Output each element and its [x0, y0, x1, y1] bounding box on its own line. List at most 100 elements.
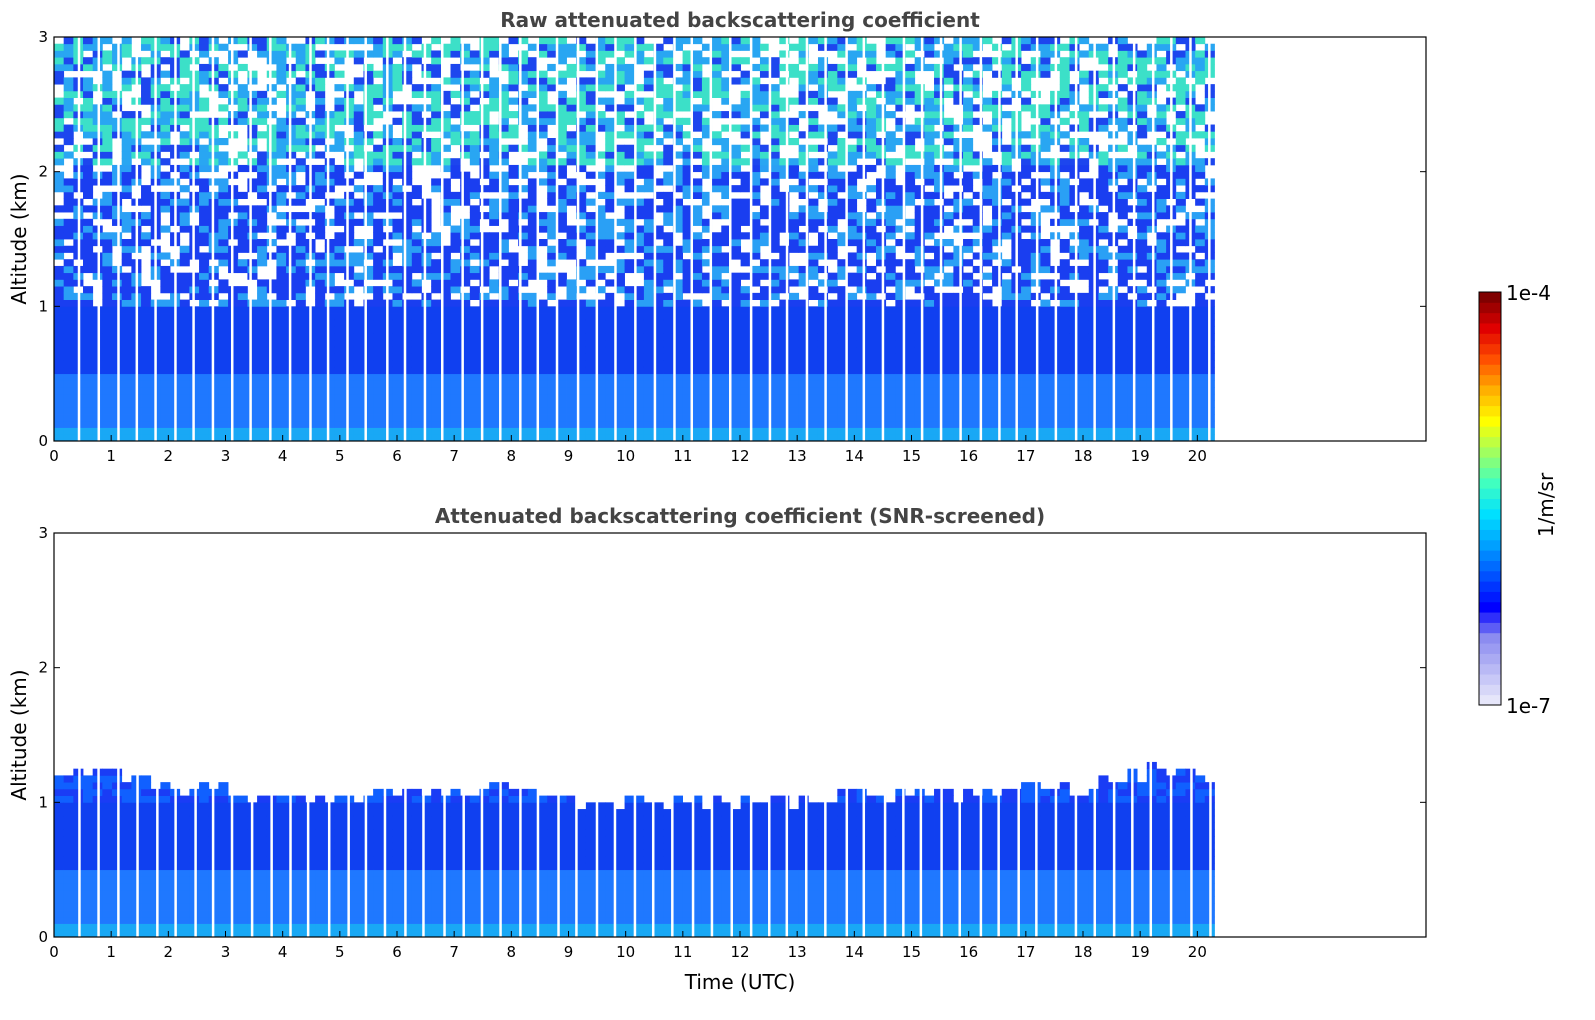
- heatmap-cell: [643, 340, 654, 348]
- heatmap-cell: [566, 279, 577, 287]
- heatmap-cell: [682, 97, 693, 105]
- heatmap-cell: [953, 373, 964, 381]
- heatmap-cell: [266, 164, 277, 173]
- heatmap-cell: [605, 373, 616, 381]
- heatmap-cell: [324, 366, 335, 375]
- heatmap-cell: [934, 185, 945, 193]
- heatmap-cell: [759, 124, 771, 132]
- heatmap-cell: [605, 43, 616, 51]
- heatmap-cell: [218, 326, 229, 334]
- heatmap-cell: [498, 265, 509, 274]
- heatmap-cell: [179, 104, 190, 112]
- heatmap-cell: [750, 144, 761, 152]
- heatmap-cell: [876, 380, 887, 388]
- heatmap-cell: [199, 225, 210, 233]
- heatmap-cell: [721, 279, 732, 287]
- heatmap-cell: [1001, 380, 1012, 388]
- heatmap-cell: [721, 414, 732, 422]
- heatmap-cell: [992, 272, 1003, 280]
- heatmap-cell: [605, 333, 616, 341]
- heatmap-cell: [788, 366, 800, 375]
- heatmap-cell: [276, 131, 287, 139]
- heatmap-cell: [701, 259, 713, 267]
- heatmap-cell: [440, 97, 451, 105]
- heatmap-cell: [576, 393, 587, 401]
- heatmap-cell: [121, 158, 132, 166]
- heatmap-cell: [421, 326, 432, 334]
- heatmap-cell: [846, 279, 858, 287]
- heatmap-cell: [63, 279, 74, 287]
- heatmap-cell: [876, 407, 887, 415]
- heatmap-cell: [963, 346, 974, 354]
- heatmap-cell: [266, 252, 277, 260]
- heatmap-cell: [924, 292, 935, 300]
- heatmap-cell: [701, 279, 713, 287]
- heatmap-cell: [431, 393, 442, 401]
- heatmap-cell: [276, 77, 287, 85]
- heatmap-cell: [682, 212, 693, 220]
- heatmap-cell: [682, 319, 693, 327]
- heatmap-cell: [402, 407, 413, 415]
- heatmap-cell: [711, 57, 722, 65]
- heatmap-cell: [295, 77, 306, 85]
- heatmap-cell: [83, 366, 94, 375]
- heatmap-cell: [460, 111, 471, 119]
- heatmap-cell: [711, 326, 722, 334]
- heatmap-cell: [489, 232, 500, 240]
- heatmap-cell: [924, 178, 935, 186]
- heatmap-cell: [469, 57, 480, 65]
- heatmap-cell: [817, 333, 829, 341]
- heatmap-cell: [701, 407, 713, 415]
- heatmap-cell: [324, 259, 335, 267]
- heatmap-cell: [160, 360, 171, 368]
- heatmap-cell: [469, 151, 480, 159]
- heatmap-cell: [663, 70, 674, 78]
- heatmap-cell: [276, 393, 287, 401]
- heatmap-cell: [257, 366, 268, 375]
- heatmap-cell: [585, 340, 596, 348]
- heatmap-cell: [508, 434, 519, 442]
- heatmap-cell: [759, 104, 771, 112]
- heatmap-cell: [905, 272, 916, 280]
- heatmap-cell: [905, 393, 916, 401]
- heatmap-cell: [141, 313, 152, 321]
- heatmap-cell: [876, 259, 887, 267]
- heatmap-cell: [876, 319, 887, 327]
- heatmap-cell: [653, 90, 664, 98]
- heatmap-cell: [953, 387, 964, 395]
- heatmap-cell: [102, 138, 113, 146]
- heatmap-cell: [179, 70, 190, 78]
- heatmap-cell: [508, 326, 519, 334]
- heatmap-cell: [614, 346, 625, 354]
- heatmap-cell: [508, 185, 519, 193]
- heatmap-cell: [63, 373, 74, 381]
- heatmap-cell: [83, 313, 94, 321]
- heatmap-cell: [363, 138, 374, 146]
- heatmap-cell: [112, 333, 123, 341]
- heatmap-cell: [421, 366, 432, 375]
- heatmap-cell: [963, 151, 974, 159]
- heatmap-cell: [769, 225, 780, 233]
- heatmap-cell: [924, 319, 935, 327]
- heatmap-cell: [895, 319, 906, 327]
- heatmap-cell: [141, 37, 152, 45]
- heatmap-cell: [585, 319, 596, 327]
- heatmap-cell: [402, 380, 413, 388]
- heatmap-cell: [556, 326, 567, 334]
- heatmap-cell: [614, 373, 625, 381]
- heatmap-cell: [924, 218, 935, 226]
- heatmap-cell: [992, 279, 1003, 287]
- heatmap-cell: [740, 104, 751, 112]
- heatmap-cell: [527, 346, 538, 354]
- heatmap-cell: [1001, 158, 1012, 166]
- heatmap-cell: [653, 360, 664, 368]
- heatmap-cell: [556, 245, 567, 253]
- heatmap-cell: [614, 57, 625, 65]
- heatmap-cell: [808, 306, 819, 314]
- heatmap-cell: [885, 212, 896, 220]
- heatmap-cell: [392, 400, 403, 408]
- heatmap-cell: [914, 225, 925, 233]
- heatmap-cell: [469, 434, 480, 442]
- heatmap-cell: [1030, 245, 1041, 253]
- heatmap-cell: [1040, 279, 1051, 287]
